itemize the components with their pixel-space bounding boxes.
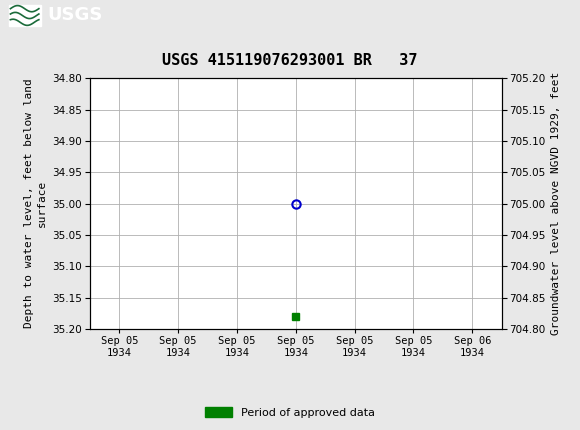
Text: USGS 415119076293001 BR   37: USGS 415119076293001 BR 37 — [162, 52, 418, 68]
Bar — [292, 313, 299, 320]
Y-axis label: Groundwater level above NGVD 1929, feet: Groundwater level above NGVD 1929, feet — [551, 72, 561, 335]
Text: USGS: USGS — [48, 6, 103, 25]
Legend: Period of approved data: Period of approved data — [200, 403, 380, 422]
Y-axis label: Depth to water level, feet below land
surface: Depth to water level, feet below land su… — [24, 79, 47, 329]
FancyBboxPatch shape — [9, 5, 41, 26]
